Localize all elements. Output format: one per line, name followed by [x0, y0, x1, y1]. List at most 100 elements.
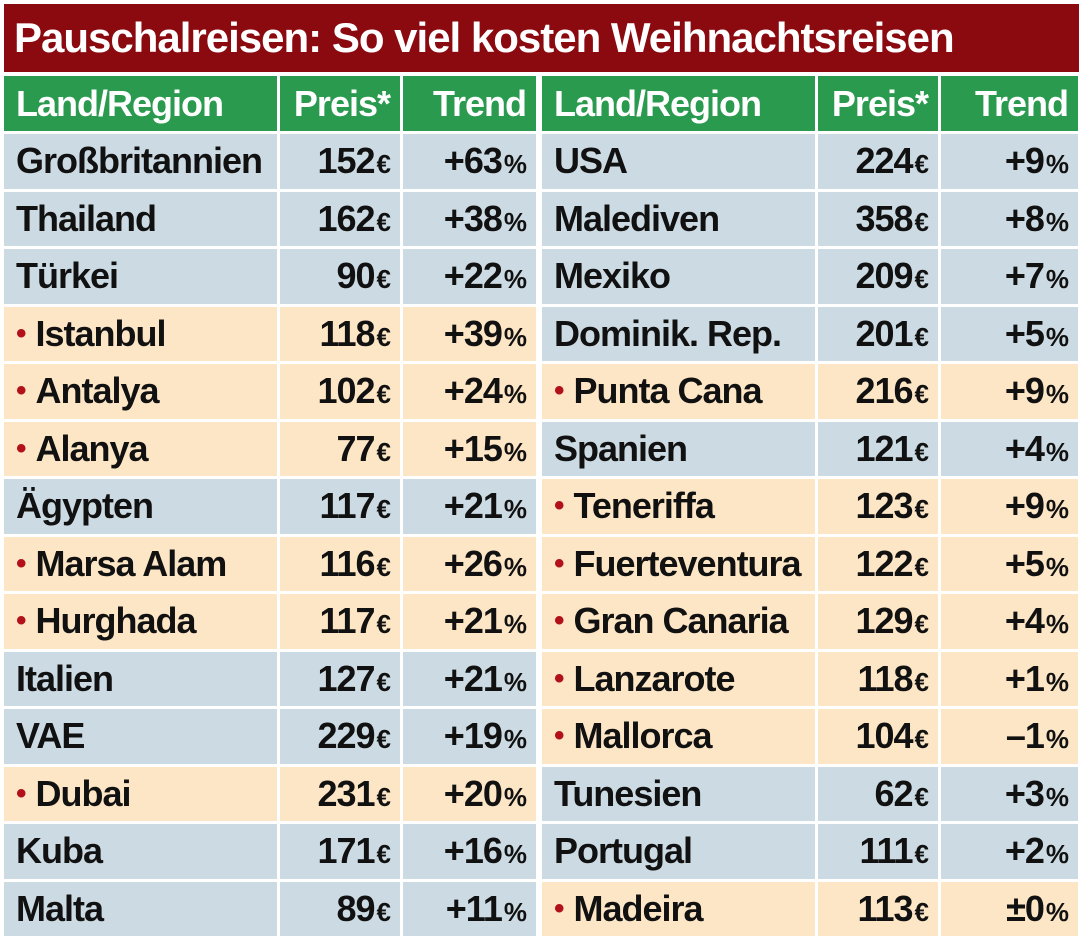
price-cell: 118€ — [818, 651, 941, 706]
trend-value: +21 — [443, 485, 503, 526]
trend-value: +4 — [1004, 427, 1045, 469]
price-value: 209 — [855, 255, 913, 296]
table-grid: Land/Region Preis* Trend USA 224€ +9% Maled… — [542, 76, 1078, 936]
currency-unit: € — [376, 436, 392, 467]
trend-value: +38 — [443, 197, 503, 239]
price-value: 127 — [317, 657, 375, 699]
region-cell: VAE — [4, 709, 280, 764]
currency-unit: € — [376, 896, 392, 927]
percent-unit: % — [1045, 206, 1069, 237]
bullet-icon: • — [554, 489, 564, 522]
percent-unit: % — [503, 724, 527, 754]
region-name: Ägypten — [16, 485, 154, 526]
bullet-icon: • — [554, 374, 564, 407]
trend-value: –1 — [1005, 715, 1045, 756]
bullet-icon: • — [16, 431, 26, 465]
price-value: 201 — [855, 312, 913, 354]
region-name: Mallorca — [573, 715, 713, 756]
currency-unit: € — [914, 494, 930, 524]
price-cell: 77€ — [280, 421, 403, 476]
price-value: 216 — [855, 370, 913, 411]
trend-value: +63 — [443, 140, 503, 181]
region-cell: Thailand — [4, 191, 280, 246]
region-cell: Malediven — [542, 191, 818, 246]
region-cell: • Teneriffa — [542, 479, 818, 534]
bullet-icon: • — [554, 719, 564, 752]
trend-cell: +11% — [403, 881, 536, 936]
region-cell: Dominik. Rep. — [542, 306, 818, 361]
price-value: 118 — [857, 657, 913, 699]
percent-unit: % — [503, 666, 527, 697]
trend-cell: +24% — [403, 364, 536, 419]
trend-value: +4 — [1004, 600, 1045, 641]
price-value: 118 — [319, 312, 375, 354]
currency-unit: € — [376, 264, 392, 294]
trend-value: +20 — [443, 772, 503, 814]
price-value: 90 — [336, 255, 375, 296]
percent-unit: % — [503, 206, 527, 237]
currency-unit: € — [914, 379, 930, 409]
trend-cell: +9% — [941, 364, 1078, 419]
trend-value: +9 — [1004, 140, 1045, 181]
currency-unit: € — [376, 149, 392, 179]
region-name: Dubai — [35, 772, 132, 814]
currency-unit: € — [914, 781, 930, 812]
region-name: Portugal — [554, 830, 693, 871]
currency-unit: € — [914, 264, 930, 294]
price-cell: 358€ — [818, 191, 941, 246]
region-name: VAE — [16, 715, 85, 756]
trend-cell: +22% — [403, 249, 536, 304]
percent-unit: % — [503, 436, 527, 467]
price-value: 117 — [319, 600, 375, 641]
price-value: 117 — [319, 485, 375, 526]
percent-unit: % — [1045, 666, 1069, 697]
currency-unit: € — [376, 494, 392, 524]
price-value: 122 — [855, 542, 913, 584]
price-value: 358 — [855, 197, 913, 239]
page-title: Pauschalreisen: So viel kosten Weihnacht… — [4, 4, 1079, 72]
header-region: Land/Region — [542, 76, 818, 131]
trend-cell: +63% — [403, 134, 536, 189]
trend-cell: +5% — [941, 306, 1078, 361]
region-name: Türkei — [16, 255, 119, 296]
price-value: 89 — [336, 887, 375, 929]
region-name: Lanzarote — [573, 657, 736, 699]
region-name: Madeira — [573, 887, 704, 929]
trend-value: +15 — [443, 427, 503, 469]
percent-unit: % — [1045, 724, 1069, 754]
bullet-icon: • — [16, 776, 26, 810]
trend-value: +26 — [443, 542, 503, 584]
header-price: Preis* — [280, 76, 403, 131]
price-cell: 117€ — [280, 479, 403, 534]
price-value: 77 — [336, 427, 375, 469]
price-value: 123 — [855, 485, 913, 526]
trend-cell: +9% — [941, 134, 1078, 189]
region-cell: Ägypten — [4, 479, 280, 534]
price-value: 116 — [319, 542, 375, 584]
region-cell: Italien — [4, 651, 280, 706]
price-cell: 102€ — [280, 364, 403, 419]
percent-unit: % — [1045, 781, 1069, 812]
percent-unit: % — [1045, 321, 1069, 352]
trend-value: +7 — [1004, 255, 1045, 296]
region-name: Dominik. Rep. — [554, 312, 782, 354]
trend-value: +9 — [1004, 370, 1045, 411]
bullet-icon: • — [554, 661, 564, 695]
trend-cell: +1% — [941, 651, 1078, 706]
percent-unit: % — [1045, 839, 1069, 869]
trend-cell: +20% — [403, 766, 536, 821]
price-cell: 123€ — [818, 479, 941, 534]
price-value: 121 — [855, 427, 913, 469]
region-cell: USA — [542, 134, 818, 189]
bullet-icon: • — [16, 316, 26, 350]
trend-value: +5 — [1004, 542, 1045, 584]
price-table-left: Land/Region Preis* Trend Großbritannien 1… — [4, 76, 536, 936]
bullet-icon: • — [16, 374, 26, 407]
region-cell: • Mallorca — [542, 709, 818, 764]
region-cell: • Alanya — [4, 421, 280, 476]
percent-unit: % — [503, 379, 527, 409]
region-name: Teneriffa — [573, 485, 715, 526]
region-cell: • Dubai — [4, 766, 280, 821]
trend-value: +2 — [1004, 830, 1045, 871]
region-cell: Türkei — [4, 249, 280, 304]
